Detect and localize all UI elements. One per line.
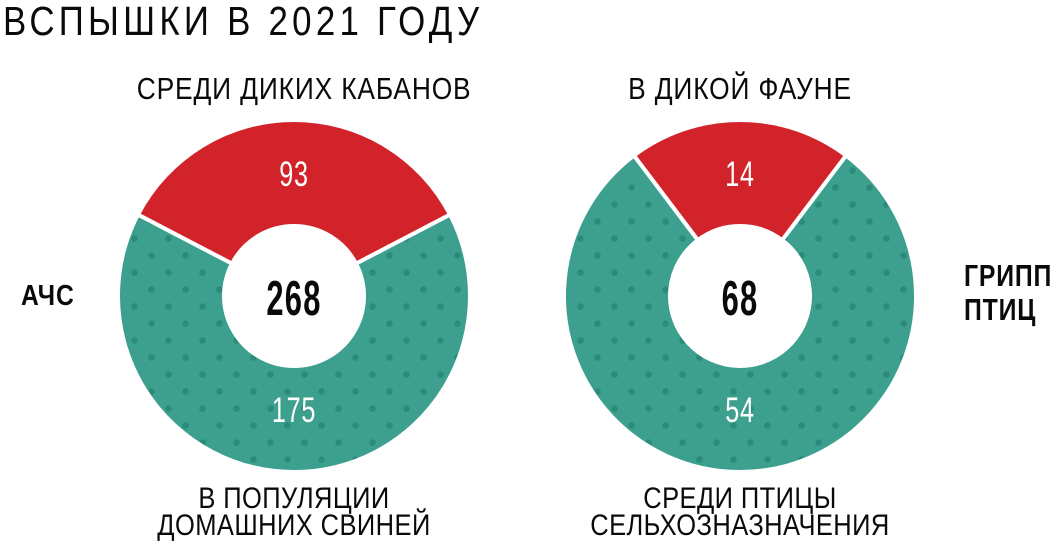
donut-segment-domestic-pigs — [116, 211, 472, 475]
segment-value-domestic-pigs: 175 — [271, 391, 317, 430]
donut-chart-bird-flu: В ДИКОЙ ФАУНЕ 14 54 68 СРЕДИ ПТИЦЫ СЕЛЬХ… — [555, 73, 925, 541]
series-label-line-2: ПТИЦ — [964, 292, 1037, 327]
chart-header-asf: СРЕДИ ДИКИХ КАБАНОВ — [136, 71, 472, 106]
caption-line-1: СРЕДИ ПТИЦЫ — [643, 482, 837, 515]
donut-segment-wild-boars — [135, 118, 453, 267]
chart-header-bird-flu: В ДИКОЙ ФАУНЕ — [628, 71, 852, 106]
donut-total-bird-flu: 68 — [721, 272, 759, 326]
donut-chart-asf: СРЕДИ ДИКИХ КАБАНОВ 93 175 268 В ПОПУЛЯЦ… — [109, 73, 479, 541]
series-label-line-1: ГРИПП — [964, 258, 1053, 293]
donut-svg-bird-flu — [562, 118, 918, 475]
donut-svg-asf — [116, 118, 472, 475]
chart-caption-asf: В ПОПУЛЯЦИИ ДОМАШНИХ СВИНЕЙ — [137, 482, 452, 542]
donut-segment-farm-birds — [562, 152, 918, 475]
series-label-asf: АЧС — [21, 280, 75, 312]
caption-line-2: СЕЛЬХОЗНАЗНАЧЕНИЯ — [590, 509, 890, 542]
caption-line-2: ДОМАШНИХ СВИНЕЙ — [157, 509, 431, 542]
caption-line-1: В ПОПУЛЯЦИИ — [198, 482, 390, 515]
series-label-bird-flu: ГРИПП ПТИЦ — [964, 259, 1052, 327]
segment-value-wild-boars: 93 — [279, 155, 309, 194]
segment-value-farm-birds: 54 — [725, 391, 755, 430]
donut-total-asf: 268 — [266, 272, 322, 326]
chart-caption-bird-flu: СРЕДИ ПТИЦЫ СЕЛЬХОЗНАЗНАЧЕНИЯ — [583, 482, 898, 542]
segment-value-wild-fauna: 14 — [725, 155, 755, 194]
page-title: ВСПЫШКИ В 2021 ГОДУ — [3, 0, 484, 44]
donut-segment-wild-fauna — [631, 118, 849, 243]
